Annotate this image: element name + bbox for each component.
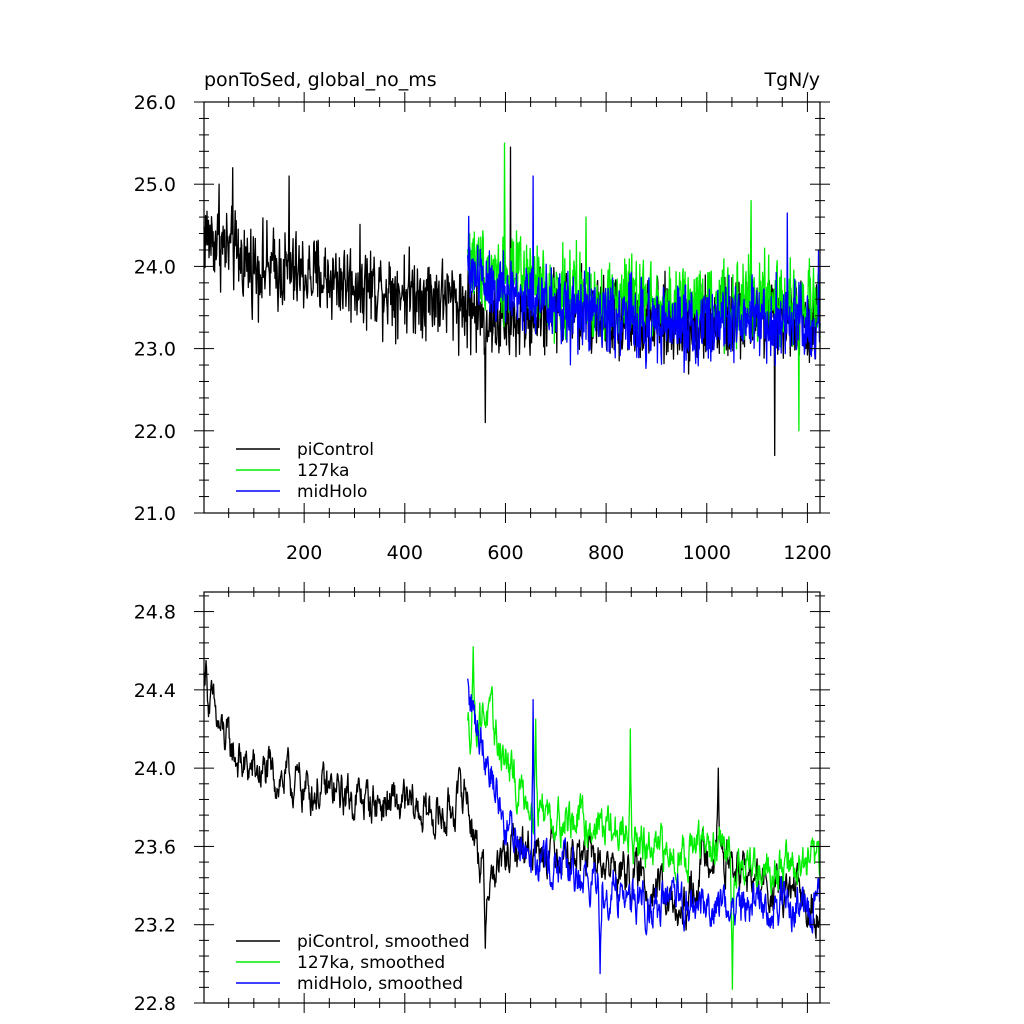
bottom-panel-axes: 22.8 23.2 23.6 24.0 24.4 24.8	[134, 582, 830, 1015]
legend-label-picontrol-smoothed: piControl, smoothed	[297, 932, 470, 952]
y-tick-label: 23.2	[134, 915, 176, 937]
series-line-127ka-smoothed	[467, 646, 821, 990]
bottom-panel: 22.8 23.2 23.6 24.0 24.4 24.8 piControl, smoo…	[134, 582, 830, 1015]
top-panel-axes: 200 400 600 800 1000 1200 21.0 22.0 23.0 24.0 25.0…	[134, 92, 832, 564]
x-tick-label: 1000	[683, 542, 731, 564]
y-tick-label: 21.0	[134, 503, 176, 525]
x-tick-label: 1200	[783, 542, 831, 564]
bottom-panel-series	[203, 646, 821, 990]
top-panel-frame	[203, 101, 821, 514]
top-panel-units: TgN/y	[763, 69, 820, 91]
legend-label-127ka-smoothed: 127ka, smoothed	[297, 953, 445, 973]
legend-label-picontrol: piControl	[297, 440, 374, 460]
y-tick-label: 22.8	[134, 993, 176, 1015]
bottom-panel-frame	[203, 591, 821, 1004]
x-tick-label: 400	[387, 542, 423, 564]
legend-label-midholo: midHolo	[297, 482, 367, 502]
y-tick-label: 25.0	[134, 174, 176, 196]
series-line-midholo	[467, 175, 821, 374]
y-tick-label: 26.0	[134, 92, 176, 114]
y-tick-label: 24.4	[134, 680, 176, 702]
y-tick-label: 23.6	[134, 836, 176, 858]
y-tick-label: 23.0	[134, 339, 176, 361]
top-panel-series	[203, 142, 821, 457]
top-panel: ponToSed, global_no_ms TgN/y 200 400 600 80…	[134, 69, 832, 564]
x-tick-label: 200	[286, 542, 322, 564]
series-line-127ka	[467, 142, 821, 432]
top-panel-title: ponToSed, global_no_ms	[204, 69, 437, 91]
legend-label-midholo-smoothed: midHolo, smoothed	[297, 974, 463, 994]
series-line-picontrol-smoothed	[203, 659, 821, 949]
y-tick-label: 22.0	[134, 421, 176, 443]
legend-label-127ka: 127ka	[297, 461, 349, 481]
y-tick-label: 24.0	[134, 758, 176, 780]
y-tick-label: 24.8	[134, 602, 176, 624]
y-tick-label: 24.0	[134, 256, 176, 278]
x-tick-label: 600	[487, 542, 523, 564]
x-tick-label: 800	[588, 542, 624, 564]
series-line-midholo-smoothed	[467, 678, 821, 975]
